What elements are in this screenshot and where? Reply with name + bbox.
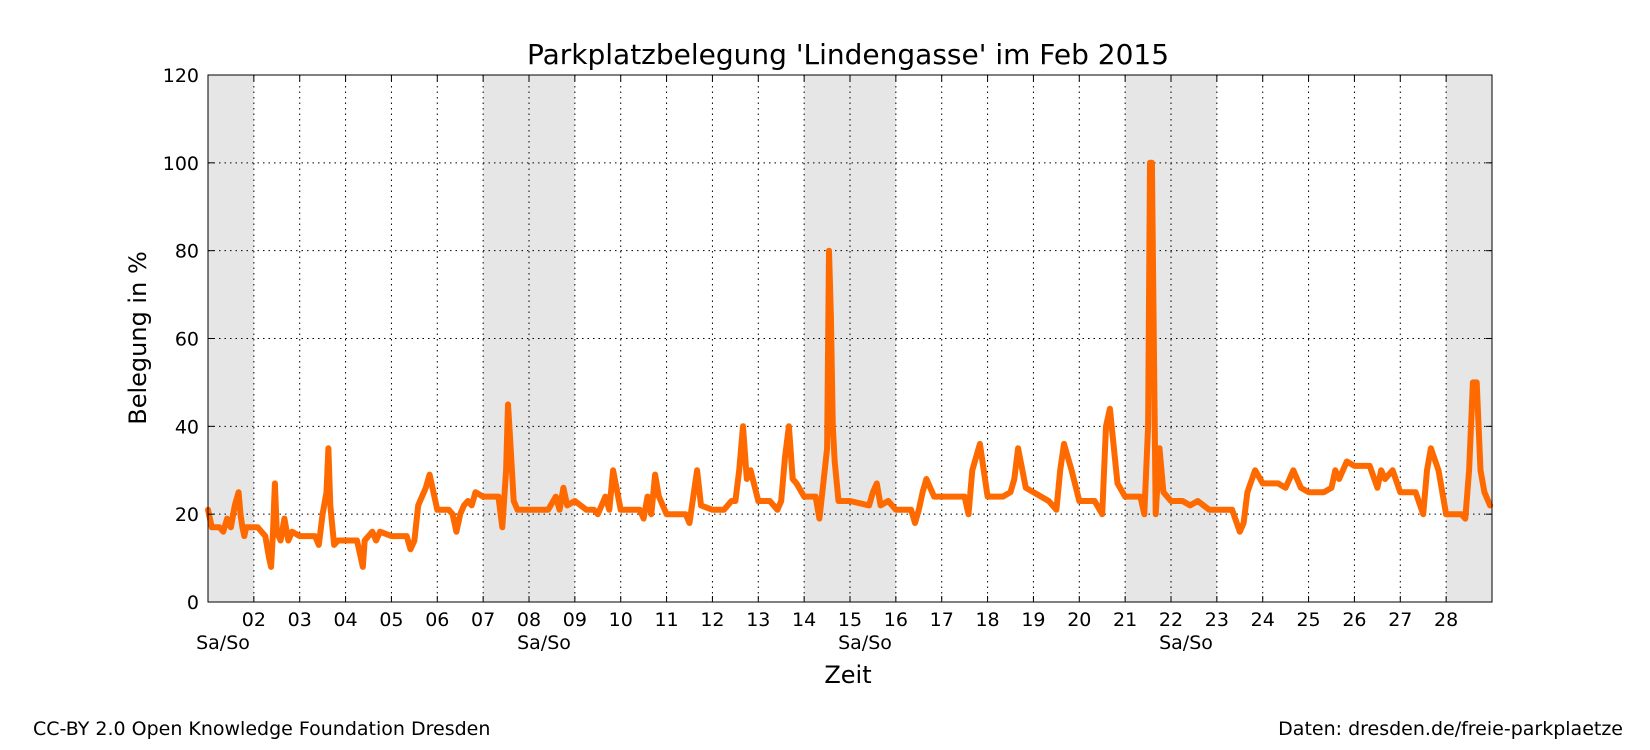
license-credit: CC-BY 2.0 Open Knowledge Foundation Dres… (33, 718, 491, 740)
y-tick-label: 120 (163, 65, 199, 87)
x-tick-label: 06 (425, 609, 449, 631)
weekend-label: Sa/So (1159, 632, 1213, 654)
x-tick-label: 26 (1342, 609, 1366, 631)
x-tick-label: 22 (1159, 609, 1183, 631)
x-tick-label: 08 (517, 609, 541, 631)
x-tick-label: 27 (1388, 609, 1412, 631)
x-tick-label: 23 (1205, 609, 1229, 631)
x-tick-label: 25 (1296, 609, 1320, 631)
chart-title: Parkplatzbelegung 'Lindengasse' im Feb 2… (527, 38, 1169, 71)
x-tick-label: 21 (1113, 609, 1137, 631)
x-tick-label: 18 (975, 609, 999, 631)
x-tick-label: 07 (471, 609, 495, 631)
y-tick-label: 80 (175, 241, 199, 263)
x-tick-label: 11 (654, 609, 678, 631)
x-tick-label: 05 (379, 609, 403, 631)
weekend-band-3 (804, 75, 896, 602)
y-tick-label: 40 (175, 416, 199, 438)
x-tick-label: 20 (1067, 609, 1091, 631)
x-tick-label: 12 (700, 609, 724, 631)
weekend-label: Sa/So (517, 632, 571, 654)
x-tick-label: 16 (884, 609, 908, 631)
x-tick-label: 17 (930, 609, 954, 631)
data-source: Daten: dresden.de/freie-parkplaetze (1278, 718, 1623, 740)
series-line-1 (205, 159, 1494, 570)
x-tick-label: 13 (746, 609, 770, 631)
x-tick-label: 10 (609, 609, 633, 631)
x-tick-label: 15 (838, 609, 862, 631)
x-tick-label: 24 (1251, 609, 1275, 631)
x-tick-label: 04 (333, 609, 357, 631)
x-tick-label: 02 (242, 609, 266, 631)
line-chart: 0 20 40 60 80 100 120 02 03 04 05 06 07 08 09 10 11 12 13 1… (124, 38, 1494, 689)
y-tick-label: 60 (175, 329, 199, 351)
x-axis-label: Zeit (824, 661, 871, 689)
x-tick-label: 28 (1434, 609, 1458, 631)
x-tick-label: 09 (563, 609, 587, 631)
y-tick-label: 100 (163, 153, 199, 175)
x-tick-label: 03 (288, 609, 312, 631)
x-tick-label: 14 (792, 609, 816, 631)
x-tick-label: 19 (1021, 609, 1045, 631)
y-tick-label: 20 (175, 504, 199, 526)
weekend-label: Sa/So (838, 632, 892, 654)
y-axis-label: Belegung in % (124, 251, 152, 425)
weekend-label: Sa/So (196, 632, 250, 654)
y-tick-label: 0 (187, 592, 199, 614)
